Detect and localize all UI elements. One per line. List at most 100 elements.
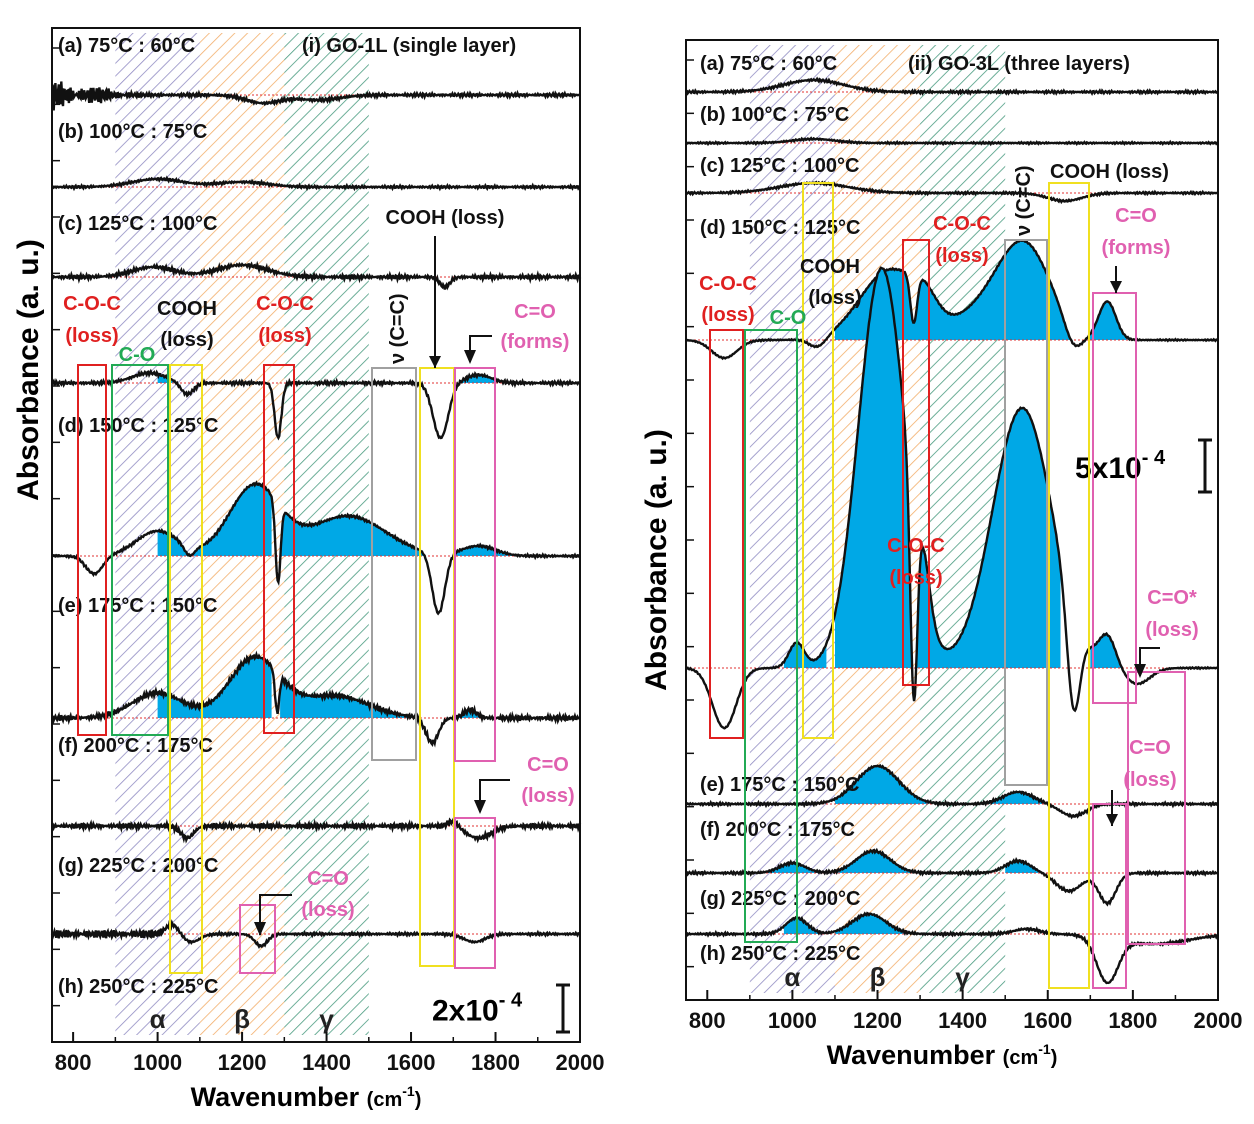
ceo-loss-arrow [479,779,510,812]
x-axis-label: Wavenumber (cm-1) [191,1082,422,1112]
trace-fill [783,642,827,668]
series-line [685,239,1219,361]
series-label: (b) 100°C : 75°C [700,104,849,126]
x-tick-label: 1400 [302,1050,351,1075]
series-line [685,76,1219,96]
ceo-box [454,367,496,762]
ceo-forms-arrow [469,335,492,362]
scale-bar-exponent: - 4 [499,990,523,1012]
x-axis-label-exp: -1 [1038,1041,1051,1057]
series-line [50,81,581,111]
x-axis-label-unit: (cm [1003,1047,1039,1069]
coc-label-loss: (loss) [65,325,118,347]
x-tick-label: 1800 [1108,1008,1157,1033]
series-line [685,763,1219,820]
ceo-loss-label: C=O [527,754,569,776]
coc-label-2: C-O-C [933,213,991,235]
series-label: (e) 175°C : 150°C [58,595,217,617]
ceo-box-small [239,904,276,974]
series-line [685,136,1219,147]
series-label: (b) 100°C : 75°C [58,121,207,143]
co-box [111,364,169,736]
panel-title: (ii) GO-3L (three layers) [908,53,1130,75]
ceo-star-box [1127,671,1186,945]
x-tick-label: 1600 [1023,1008,1072,1033]
coc-box-right [263,364,295,734]
scale-bar-value: 2x10 [432,995,499,1028]
cooh-top-label: COOH (loss) [1050,161,1169,183]
series-label: (c) 125°C : 100°C [700,155,859,177]
series-label: (c) 125°C : 100°C [58,213,217,235]
cooh-box-mid [802,182,834,739]
series-line [51,260,582,291]
series-line [51,650,581,748]
series-line [51,480,581,616]
scale-bar-label: 2x10- 4 [432,990,523,1028]
x-tick-label: 2000 [1194,1008,1243,1033]
ceo-loss-arrow-head [474,800,486,814]
series-label: (a) 75°C : 60°C [58,35,195,57]
co-label: C-O [770,307,807,329]
region-label: γ [319,1004,334,1034]
ceo-loss2-label: C=O [307,868,349,890]
ceo-forms-arrow-head [464,350,476,364]
x-tick-label: 1200 [853,1008,902,1033]
coc-label-2: C-O-C [256,293,314,315]
ceo-star-arrow-head [1134,664,1146,678]
scale-bar-value: 5x10 [1075,452,1142,485]
series-line [685,847,1219,907]
x-axis-label-close: ) [415,1089,422,1111]
ceo-loss-label-b: (loss) [521,785,574,807]
coc-label-2-loss: (loss) [935,245,988,267]
cooh-label: COOH [157,298,217,320]
plot-frame [51,27,581,1043]
trace-fill [835,240,1155,340]
panel-go-3l: α β γ 800 1000 1200 1400 1600 1800 2000 Wavenumber… [685,39,1243,1070]
ceo-loss-label-b: (loss) [1123,769,1176,791]
series-label: (f) 200°C : 175°C [700,819,855,841]
ceo-loss2-arrow-head [254,922,266,936]
region-label: α [150,1004,166,1034]
coc-mid-label-b: (loss) [889,567,942,589]
x-axis-label-main: Wavenumber [827,1040,1003,1070]
co-box [744,329,798,943]
x-tick-label: 2000 [556,1050,605,1075]
region-alpha [749,45,835,993]
trace-fill [157,654,272,718]
series-line [51,817,582,844]
coc-label-2-loss: (loss) [258,325,311,347]
x-axis-label-unit: (cm [367,1089,403,1111]
cc-label: ν (C=C) [1013,165,1035,236]
co-label: C-O [119,344,156,366]
trace-fill [157,482,272,556]
trace-fill [749,861,827,873]
cooh-top-label: COOH (loss) [386,207,505,229]
cooh-box-right [419,367,455,967]
coc-box-mid [902,239,930,686]
ceo-loss2-label-b: (loss) [301,899,354,921]
trace-fill [783,917,827,934]
region-label: β [234,1004,250,1034]
ceo-forms-label-b: (forms) [501,331,570,353]
ceo-loss-label: C=O [1129,737,1171,759]
coc-box-left [709,329,744,739]
series-label: (d) 150°C : 125°C [700,217,861,239]
series-label: (g) 225°C : 200°C [700,888,861,910]
ceo-forms-label-b: (forms) [1102,237,1171,259]
ceo-forms-label: C=O [514,301,556,323]
scale-bar-exponent: - 4 [1142,447,1166,469]
panel-title: (i) GO-1L (single layer) [302,35,516,57]
series-line [50,368,581,441]
cooh-label-loss: (loss) [160,329,213,351]
ceo-box-lower [1092,803,1127,989]
trace-fill [835,913,921,934]
y-axis-label-right: Absorbance (a. u.) [640,429,673,691]
ceo-forms-label: C=O [1115,205,1157,227]
cc-label: ν (C=C) [387,293,409,364]
x-tick-label: 1800 [471,1050,520,1075]
series-label: (d) 150°C : 125°C [58,415,219,437]
ceo-forms-arrow-head [1110,281,1122,293]
series-line [51,175,582,192]
trace-fill [280,678,420,718]
